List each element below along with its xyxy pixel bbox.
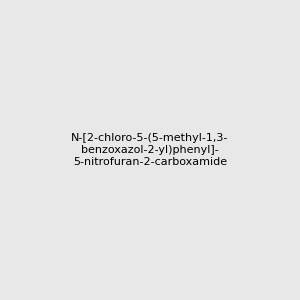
Text: N-[2-chloro-5-(5-methyl-1,3-
benzoxazol-2-yl)phenyl]-
5-nitrofuran-2-carboxamide: N-[2-chloro-5-(5-methyl-1,3- benzoxazol-…: [71, 134, 229, 166]
